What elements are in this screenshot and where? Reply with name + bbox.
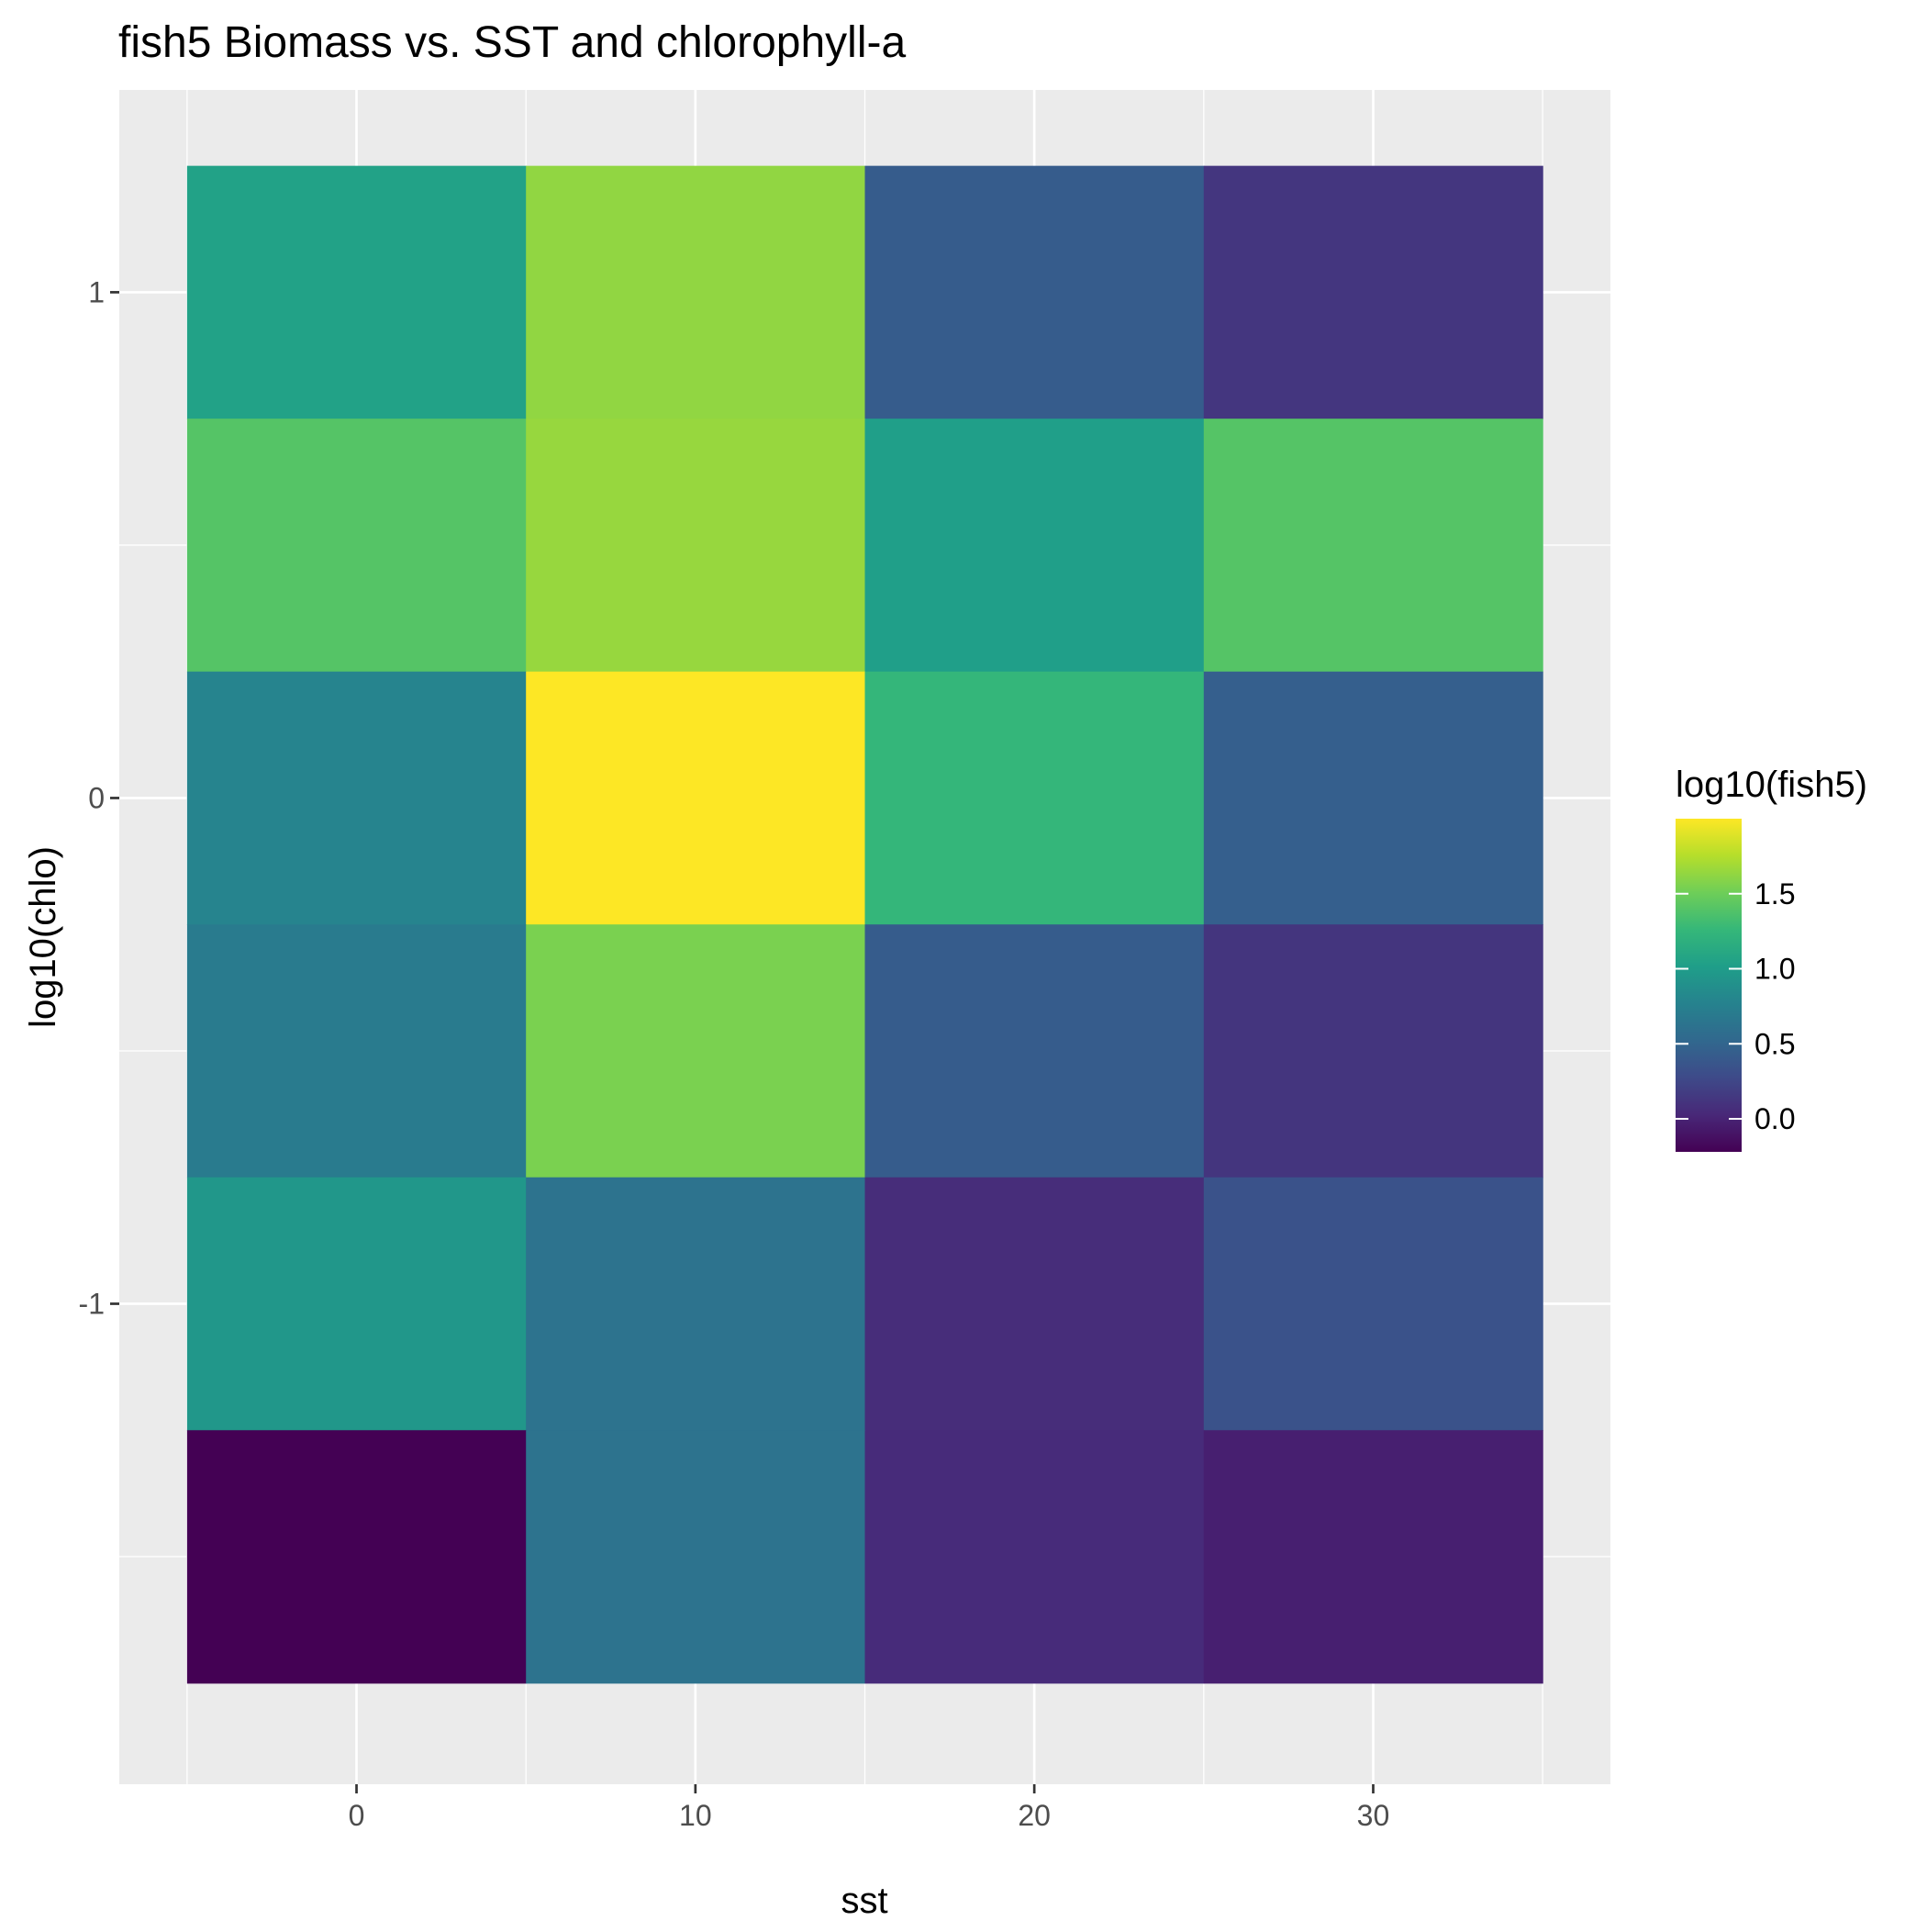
heatmap-tile — [186, 1177, 527, 1431]
x-axis-label: sst — [841, 1881, 887, 1921]
heatmap-tile — [864, 671, 1205, 925]
x-tick-label: 10 — [679, 1799, 712, 1832]
legend-colorbar — [1676, 819, 1742, 1152]
heatmap-tile — [186, 671, 527, 925]
heatmap-tile — [526, 419, 866, 673]
y-tick-label: 0 — [88, 781, 105, 814]
legend: log10(fish5) 1.5 1.0 0.5 0.0 — [1676, 765, 1867, 1152]
heatmap-tile — [864, 924, 1205, 1178]
heatmap-tile — [1203, 165, 1543, 419]
y-axis: -1 0 1 — [79, 275, 119, 1321]
heatmap-tile — [1203, 671, 1543, 925]
heatmap-tile — [186, 419, 527, 673]
heatmap-tile — [864, 165, 1205, 419]
y-tick-label: 1 — [88, 275, 105, 308]
heatmap-tile — [526, 671, 866, 925]
legend-tick-label: 1.5 — [1754, 877, 1795, 910]
heatmap-tile — [186, 1430, 527, 1684]
heatmap-tile — [526, 924, 866, 1178]
legend-title: log10(fish5) — [1676, 765, 1867, 805]
x-tick-label: 30 — [1357, 1799, 1390, 1832]
heatmap-tile — [864, 1430, 1205, 1684]
heatmap-tile — [186, 165, 527, 419]
legend-tick-label: 0.5 — [1754, 1027, 1795, 1060]
legend-tick-label: 1.0 — [1754, 953, 1795, 986]
x-axis: 0 10 20 30 — [349, 1784, 1390, 1832]
heatmap-tile — [1203, 1177, 1543, 1431]
y-axis-label: log10(chlo) — [23, 846, 63, 1028]
chart-title: fish5 Biomass vs. SST and chlorophyll-a — [118, 18, 906, 67]
x-tick-label: 0 — [349, 1799, 365, 1832]
heatmap-tile — [864, 1177, 1205, 1431]
y-tick-label: -1 — [79, 1288, 105, 1321]
heatmap-tiles — [186, 165, 1543, 1684]
heatmap-tile — [186, 924, 527, 1178]
heatmap-tile — [864, 419, 1205, 673]
heatmap-tile — [1203, 419, 1543, 673]
heatmap-tile — [526, 1430, 866, 1684]
x-tick-label: 20 — [1018, 1799, 1051, 1832]
heatmap-tile — [1203, 1430, 1543, 1684]
legend-tick-label: 0.0 — [1754, 1102, 1795, 1135]
legend-ticks: 1.5 1.0 0.5 0.0 — [1676, 877, 1795, 1135]
heatmap-tile — [1203, 924, 1543, 1178]
heatmap-tile — [526, 1177, 866, 1431]
heatmap-tile — [526, 165, 866, 419]
